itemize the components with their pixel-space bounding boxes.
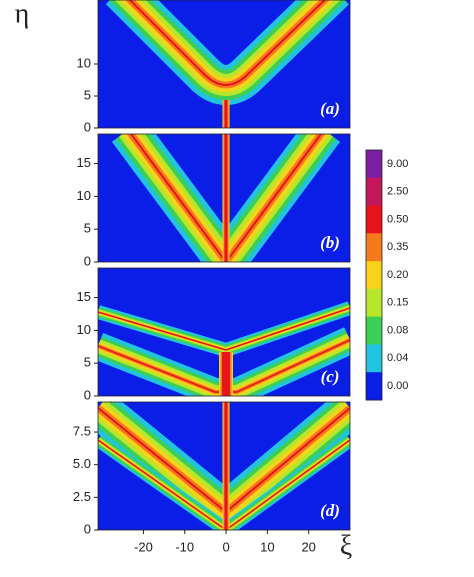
- y-tick-label: 0: [84, 119, 91, 134]
- colorbar-label: 9.00: [387, 158, 408, 170]
- colorbar-swatch: [366, 261, 382, 290]
- colorbar-label: 2.50: [387, 186, 408, 198]
- colorbar-label: 0.50: [387, 213, 408, 225]
- colorbar-swatch: [366, 316, 382, 345]
- panel-frame: [97, 401, 351, 531]
- contour-band: [128, 0, 327, 86]
- colorbar-label: 0.04: [387, 352, 408, 364]
- colorbar-swatch: [366, 344, 382, 373]
- contour-band: [98, 439, 350, 530]
- panel-frame: [97, 133, 351, 263]
- panel-label: (b): [320, 233, 340, 252]
- y-tick-label: 0: [84, 253, 91, 268]
- y-tick-label: 2.5: [73, 489, 91, 504]
- x-tick-label: -20: [134, 539, 153, 554]
- contour-band: [98, 307, 350, 351]
- panel: [98, 134, 350, 262]
- colorbar-swatch: [366, 372, 382, 401]
- y-tick-label: 5.0: [73, 456, 91, 471]
- panel-label: (c): [321, 367, 340, 386]
- y-tick-label: 5: [84, 355, 91, 370]
- panel: [98, 268, 350, 396]
- y-tick-label: 0: [84, 521, 91, 536]
- y-tick-label: 5: [84, 221, 91, 236]
- y-tick-label: 5: [84, 87, 91, 102]
- x-tick-label: 10: [260, 539, 274, 554]
- panel: [98, 402, 350, 530]
- panel-label: (a): [320, 99, 340, 118]
- colorbar-swatch: [366, 205, 382, 234]
- colorbar-frame: [365, 149, 383, 401]
- colorbar-label: 0.08: [387, 324, 408, 336]
- y-tick-label: 10: [77, 322, 91, 337]
- colorbar-label: 0.00: [387, 380, 408, 392]
- y-tick-label: 15: [77, 155, 91, 170]
- contour-band: [129, 134, 323, 262]
- colorbar-label: 0.20: [387, 269, 408, 281]
- colorbar-swatch: [366, 288, 382, 318]
- y-tick-label: 15: [77, 289, 91, 304]
- y-tick-label: 7.5: [73, 423, 91, 438]
- x-tick-label: 0: [222, 539, 229, 554]
- colorbar-swatch: [366, 233, 382, 262]
- panel-label: (d): [320, 501, 340, 520]
- colorbar-label: 0.35: [387, 241, 408, 253]
- panel: [98, 0, 350, 128]
- y-tick-label: 10: [77, 188, 91, 203]
- x-tick-label: -10: [175, 539, 194, 554]
- y-tick-label: 0: [84, 387, 91, 402]
- y-axis-label: η: [15, 0, 30, 29]
- x-tick-label: 20: [301, 539, 315, 554]
- colorbar-swatch: [366, 150, 382, 179]
- x-axis-label: ξ: [340, 530, 352, 561]
- panel-frame: [97, 267, 351, 397]
- colorbar-label: 0.15: [387, 297, 408, 309]
- colorbar-swatch: [366, 177, 382, 207]
- y-tick-label: 10: [77, 55, 91, 70]
